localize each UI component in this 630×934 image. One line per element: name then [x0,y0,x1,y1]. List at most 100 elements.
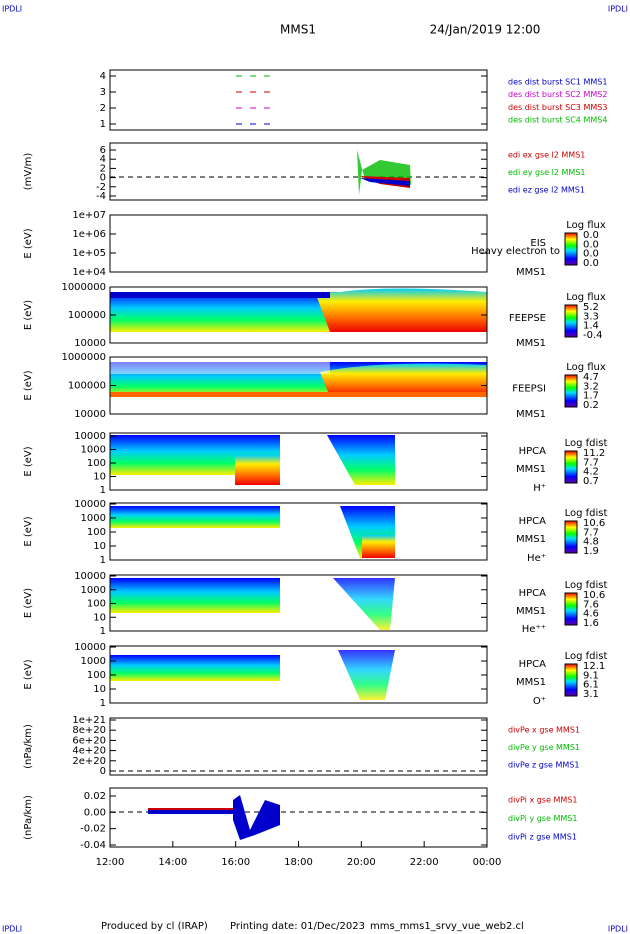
y-axis-label: E (eV) [23,228,34,258]
corner: IPDLI [2,925,22,934]
colorbar-title: Log fdist [565,651,608,662]
y-axis-label: E (eV) [23,659,34,689]
colorbar-title: Log flux [566,292,606,303]
colorbar-title: Log flux [566,220,606,231]
colorbar-title: Log fdist [565,580,608,591]
y-tick-label: 10 [93,472,106,483]
y-tick-label: -2 [96,182,106,193]
legend-label: divPi z gse MMS1 [508,833,577,842]
y-tick-label: 10000 [74,499,106,510]
y-tick-label: 1 [100,555,106,566]
y-axis-label: (nPa/km) [23,795,34,840]
y-tick-label: 1e+04 [72,267,106,278]
colorbar-label: 6.1 [583,680,599,691]
y-tick-label: 1000 [81,513,106,524]
side-label: Heavy electron to [471,246,560,257]
legend-label: des dist burst SC2 MMS2 [508,90,607,99]
y-tick-label: 1000 [81,656,106,667]
x-tick-label: 18:00 [284,857,313,868]
y-tick-label: 10000 [74,431,106,442]
side-label: MMS1 [516,606,546,617]
side-label: He⁺ [527,553,546,564]
y-tick-label: 0.02 [84,791,106,802]
y-tick-label: 4e+20 [72,746,106,757]
colorbar [564,304,578,338]
colorbar-label: 7.6 [583,599,599,610]
colorbar-label: 9.1 [583,670,599,681]
y-axis-label: E (eV) [23,446,34,476]
panel-frame [109,432,488,491]
y-tick-label: 1000 [81,445,106,456]
y-tick-label: 1 [100,698,106,709]
y-tick-label: 1e+21 [72,715,106,726]
colorbar-label: 0.7 [583,476,599,487]
y-tick-label: 3 [100,87,106,98]
side-label: HPCA [519,659,547,670]
side-label: H⁺ [533,483,546,494]
y-tick-label: 4 [100,71,106,82]
colorbar-label: 1.4 [583,321,599,332]
colorbar-title: Log fdist [565,438,608,449]
colorbar-label: 1.9 [583,546,599,557]
x-tick-label: 00:00 [473,857,502,868]
y-tick-label: 100 [87,670,106,681]
legend-label: edi ex gse l2 MMS1 [508,151,585,160]
panel-frame [109,787,488,848]
panel-frame [109,69,488,131]
y-tick-label: 100 [87,527,106,538]
colorbar-label: 1.6 [583,618,599,629]
y-tick-label: 1 [100,119,106,130]
y-tick-label: 100000 [68,310,106,321]
decorations [110,75,487,840]
legend-label: divPe z gse MMS1 [508,761,579,770]
y-tick-label: 8e+20 [72,725,106,736]
y-tick-label: 10000 [74,338,106,349]
side-label: MMS1 [516,677,546,688]
date: 24/Jan/2019 12:00 [430,23,541,37]
y-tick-label: 6 [100,145,106,156]
side-label: EIS [530,238,546,249]
colorbar-label: 0.0 [583,249,599,260]
side-label: MMS1 [516,267,546,278]
side-label: O⁺ [533,696,546,707]
colorbar [564,374,578,408]
colorbar-label: 0.0 [583,239,599,250]
colorbar-label: 3.1 [583,689,599,700]
colorbar-label: 3.3 [583,311,599,322]
y-tick-label: 10 [93,541,106,552]
y-axis-label: E (eV) [23,516,34,546]
colorbar-label: 4.7 [583,372,599,383]
colorbar-title: Log flux [566,362,606,373]
y-tick-label: 0 [100,766,106,777]
legend-label: divPi x gse MMS1 [508,796,577,805]
footer-text: mms_mms1_srvy_vue_web2.cl [370,921,524,932]
y-tick-label: 10 [93,612,106,623]
colorbar [564,520,578,554]
colorbar-label: 0.2 [583,400,599,411]
colorbar-label: 7.7 [583,457,599,468]
colorbar-label: 0.0 [583,258,599,269]
colorbar-label: 5.2 [583,302,599,313]
x-tick-label: 22:00 [410,857,439,868]
colorbar [564,450,578,484]
colorbar [564,232,578,266]
y-tick-label: 1 [100,485,106,496]
y-tick-label: -0.02 [80,824,106,835]
side-label: FEEPSE [509,313,546,324]
y-tick-label: 10000 [74,409,106,420]
side-label: HPCA [519,446,547,457]
y-tick-label: 6e+20 [72,735,106,746]
x-tick-label: 16:00 [221,857,250,868]
y-tick-label: 10000 [74,571,106,582]
legend-label: edi ez gse l2 MMS1 [508,186,585,195]
colorbar-label: 3.2 [583,381,599,392]
legend-label: divPe x gse MMS1 [508,726,580,735]
y-tick-label: 100 [87,599,106,610]
y-tick-label: 1 [100,626,106,637]
panel-frame [109,142,488,201]
colorbar-label: 12.1 [583,661,605,672]
corner: IPDLI [608,5,628,14]
side-label: HPCA [519,588,547,599]
colorbar-label: 4.2 [583,467,599,478]
